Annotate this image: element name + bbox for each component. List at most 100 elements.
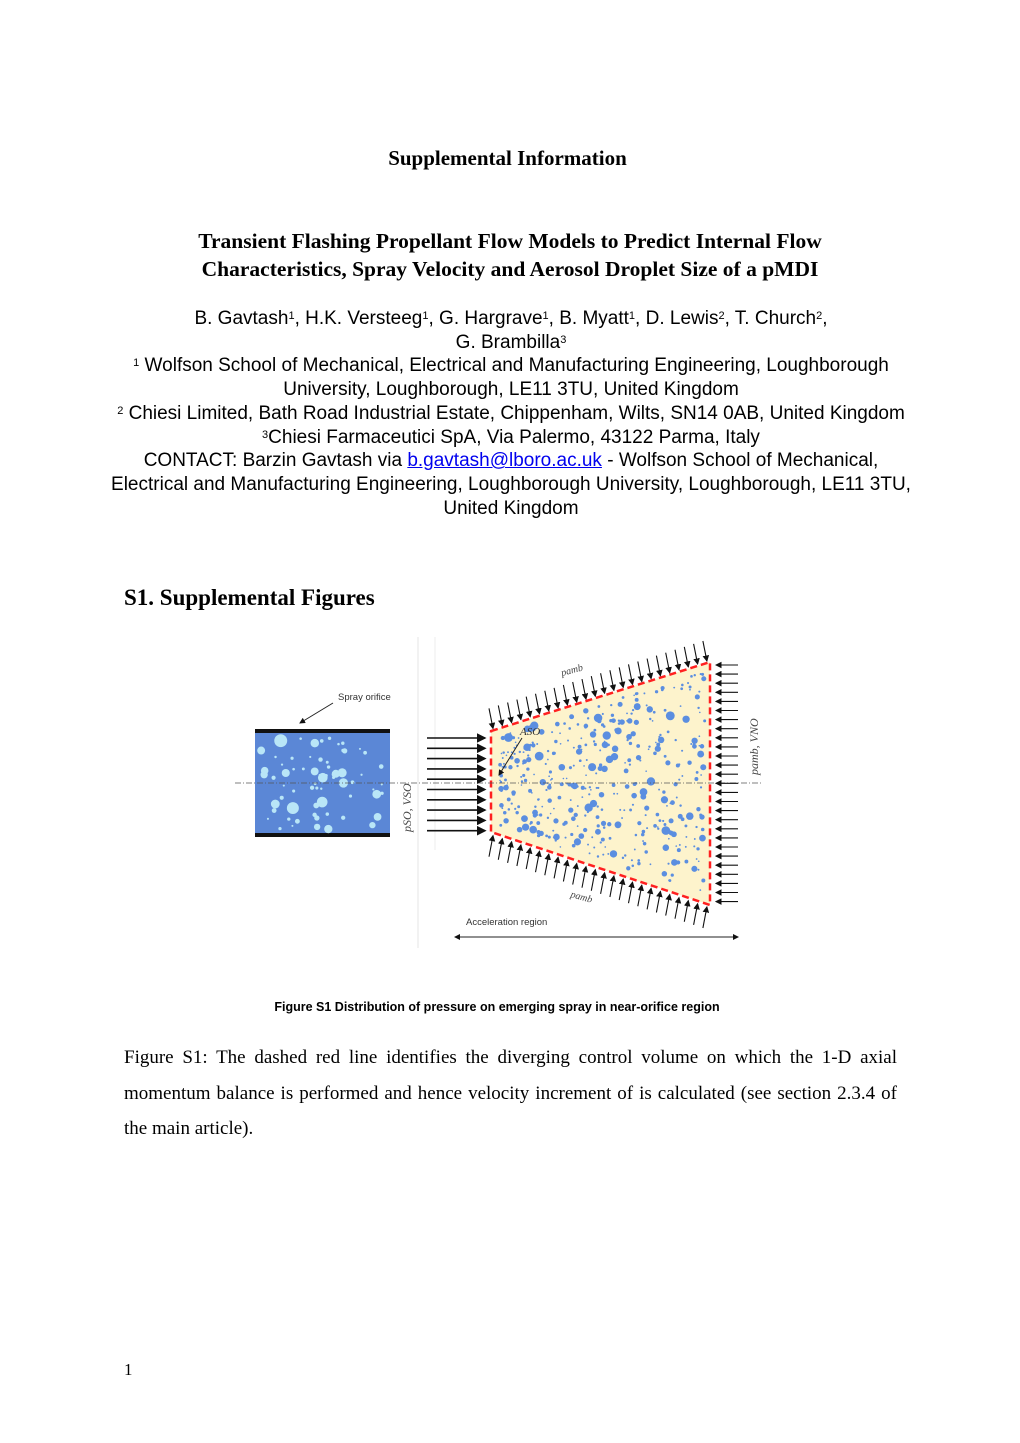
droplet [568, 807, 574, 813]
droplet [551, 731, 554, 734]
droplet [628, 763, 632, 766]
bubble [372, 788, 375, 791]
bubble [274, 755, 277, 759]
droplet [547, 758, 549, 761]
droplet [500, 789, 503, 792]
droplet [514, 758, 520, 764]
bubble [314, 815, 320, 821]
droplet [595, 828, 601, 835]
droplet [578, 833, 585, 839]
droplet [557, 795, 562, 800]
droplet [646, 777, 656, 786]
droplet [700, 764, 707, 771]
ambient-pressure-arrow-top [525, 696, 533, 718]
droplet [521, 823, 530, 831]
droplet [699, 889, 702, 892]
droplet [511, 792, 516, 796]
orifice-wall-bottom [255, 833, 390, 837]
droplet [696, 807, 701, 812]
droplet [686, 681, 690, 685]
contact-prefix: CONTACT: Barzin Gavtash via [143, 450, 408, 472]
droplet [627, 734, 632, 738]
droplet [549, 812, 552, 815]
author: , G. Hargrave [428, 308, 543, 329]
droplet [602, 731, 611, 740]
affiliation-text: Wolfson School of Mechanical, Electrical… [139, 355, 889, 401]
droplet [607, 743, 610, 747]
droplet [576, 723, 580, 726]
droplet [568, 727, 571, 730]
droplet [501, 807, 504, 810]
bubble [316, 796, 328, 808]
droplet [609, 850, 618, 858]
droplet [665, 711, 675, 721]
droplet [500, 735, 506, 741]
droplet [576, 805, 579, 807]
droplet [667, 862, 670, 865]
droplet [634, 692, 638, 696]
droplet [621, 817, 624, 820]
droplet [596, 855, 600, 858]
bubble [338, 778, 349, 788]
droplet [529, 825, 538, 834]
droplet [536, 821, 541, 825]
droplet [569, 799, 572, 802]
ambient-pressure-arrow-top [590, 676, 598, 698]
droplet [598, 763, 603, 767]
droplet [678, 843, 681, 846]
droplet [658, 819, 662, 822]
droplet [658, 735, 661, 738]
droplet [656, 826, 659, 828]
ambient-pressure-arrow-bottom [525, 846, 533, 870]
droplet [546, 816, 550, 820]
droplet [684, 824, 688, 828]
droplet [596, 805, 599, 808]
droplet [571, 782, 579, 790]
droplet [517, 737, 520, 739]
droplet [559, 742, 562, 745]
droplet [634, 833, 638, 837]
ambient-pressure-arrow-top [646, 658, 654, 680]
droplet [676, 848, 681, 853]
droplet [576, 825, 579, 827]
droplet [534, 805, 537, 808]
droplet [522, 751, 525, 754]
droplet [504, 778, 507, 782]
ambient-pressure-arrow-top [581, 678, 589, 701]
droplet [610, 703, 613, 707]
bubble [315, 786, 319, 790]
bubble [363, 750, 367, 755]
ambient-pressure-arrow-bottom [534, 850, 542, 873]
droplet [690, 675, 693, 678]
droplet [506, 797, 511, 802]
droplet [547, 785, 552, 790]
bubble [291, 824, 294, 827]
droplet [589, 731, 597, 738]
droplet [692, 743, 696, 746]
droplet [518, 750, 522, 754]
contact-email-link[interactable]: b.gavtash@lboro.ac.uk [407, 450, 602, 472]
paper-title-line-2: Characteristics, Spray Velocity and Aero… [201, 257, 819, 281]
droplet [652, 710, 656, 714]
droplet [601, 765, 608, 773]
droplet [613, 792, 616, 795]
droplet [523, 778, 528, 783]
droplet [636, 744, 641, 748]
bubble [337, 768, 347, 778]
droplet [513, 746, 516, 749]
droplet [649, 863, 652, 866]
pressure-arrows [427, 640, 738, 929]
affiliation-marker: 2 [718, 310, 725, 322]
author-list: B. Gavtash1, H.K. Versteeg1, G. Hargrave… [110, 307, 912, 354]
bubble [319, 739, 324, 743]
bubble [280, 763, 284, 766]
droplet [537, 798, 540, 801]
droplet [520, 784, 523, 786]
droplet [528, 748, 531, 752]
droplet [607, 852, 610, 855]
droplet [503, 810, 507, 815]
droplet [559, 846, 562, 848]
bubble [310, 738, 320, 748]
droplet [533, 773, 535, 776]
droplet [666, 730, 670, 734]
